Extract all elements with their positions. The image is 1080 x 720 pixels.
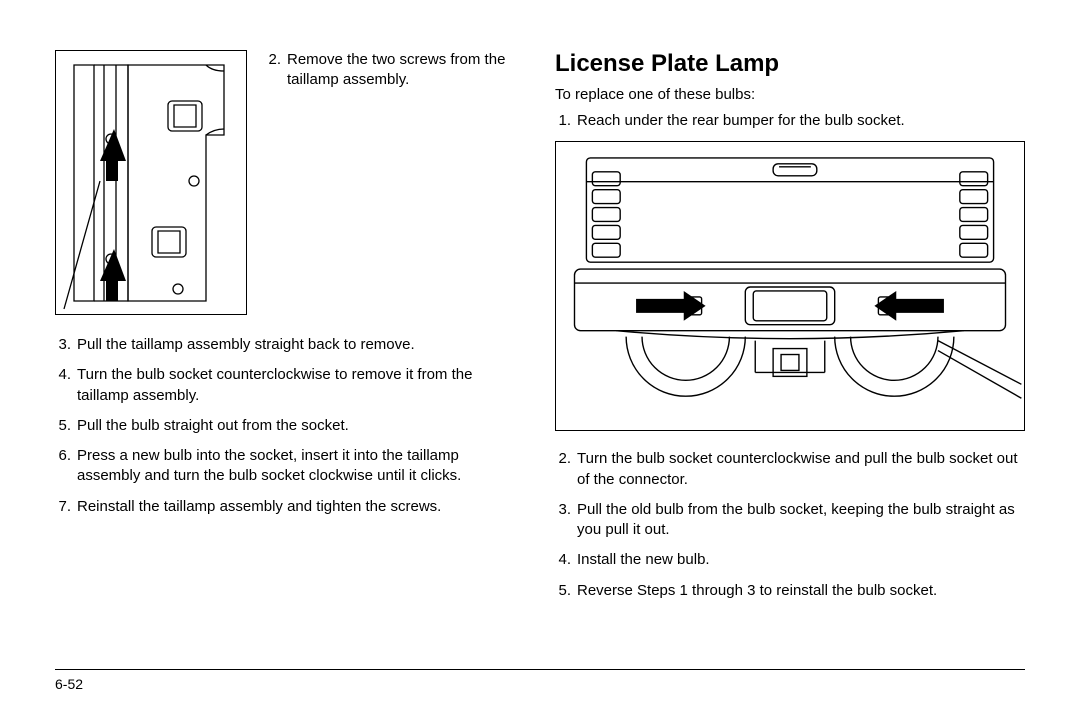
step-number: 4. xyxy=(555,550,577,570)
left-column: 2. Remove the two screws from the tailla… xyxy=(55,50,525,650)
list-item: 4.Turn the bulb socket counterclockwise … xyxy=(55,365,525,406)
step-text: Remove the two screws from the taillamp … xyxy=(287,50,525,89)
step-text: Reverse Steps 1 through 3 to reinstall t… xyxy=(577,581,1025,601)
bumper-diagram xyxy=(555,141,1025,431)
list-item: 5.Reverse Steps 1 through 3 to reinstall… xyxy=(555,581,1025,601)
list-item: 3.Pull the taillamp assembly straight ba… xyxy=(55,335,525,355)
list-item: 3.Pull the old bulb from the bulb socket… xyxy=(555,500,1025,541)
step-2-block: 2. Remove the two screws from the tailla… xyxy=(265,50,525,315)
step-text: Pull the taillamp assembly straight back… xyxy=(77,335,525,355)
list-item: 1.Reach under the rear bumper for the bu… xyxy=(555,111,1025,131)
page-footer: 6-52 xyxy=(55,669,1025,692)
right-steps-list: 2.Turn the bulb socket counterclockwise … xyxy=(555,449,1025,601)
step-text: Reinstall the taillamp assembly and tigh… xyxy=(77,497,525,517)
manual-page: 2. Remove the two screws from the tailla… xyxy=(55,50,1025,650)
step-number: 2. xyxy=(265,50,287,89)
right-column: License Plate Lamp To replace one of the… xyxy=(555,50,1025,650)
taillamp-diagram xyxy=(55,50,247,315)
left-top-row: 2. Remove the two screws from the tailla… xyxy=(55,50,525,315)
page-number: 6-52 xyxy=(55,676,83,692)
step-number: 5. xyxy=(555,581,577,601)
list-item: 2.Turn the bulb socket counterclockwise … xyxy=(555,449,1025,490)
step-text: Press a new bulb into the socket, insert… xyxy=(77,446,525,487)
taillamp-svg xyxy=(56,51,248,316)
step-number: 7. xyxy=(55,497,77,517)
step-text: Pull the old bulb from the bulb socket, … xyxy=(577,500,1025,541)
list-item: 6.Press a new bulb into the socket, inse… xyxy=(55,446,525,487)
step-number: 4. xyxy=(55,365,77,406)
section-heading: License Plate Lamp xyxy=(555,50,1025,78)
intro-text: To replace one of these bulbs: xyxy=(555,86,1025,103)
step-text: Turn the bulb socket counterclockwise an… xyxy=(577,449,1025,490)
step-text: Install the new bulb. xyxy=(577,550,1025,570)
step-number: 6. xyxy=(55,446,77,487)
step-number: 3. xyxy=(555,500,577,541)
step-number: 3. xyxy=(55,335,77,355)
list-item: 5.Pull the bulb straight out from the so… xyxy=(55,416,525,436)
right-step1-list: 1.Reach under the rear bumper for the bu… xyxy=(555,111,1025,131)
bumper-svg xyxy=(556,142,1024,430)
step-number: 2. xyxy=(555,449,577,490)
left-steps-list: 3.Pull the taillamp assembly straight ba… xyxy=(55,335,525,517)
step-text: Pull the bulb straight out from the sock… xyxy=(77,416,525,436)
step-text: Reach under the rear bumper for the bulb… xyxy=(577,111,1025,131)
step-number: 5. xyxy=(55,416,77,436)
step-number: 1. xyxy=(555,111,577,131)
arrow-icon xyxy=(636,291,944,321)
list-item: 7.Reinstall the taillamp assembly and ti… xyxy=(55,497,525,517)
step-text: Turn the bulb socket counterclockwise to… xyxy=(77,365,525,406)
list-item: 4.Install the new bulb. xyxy=(555,550,1025,570)
